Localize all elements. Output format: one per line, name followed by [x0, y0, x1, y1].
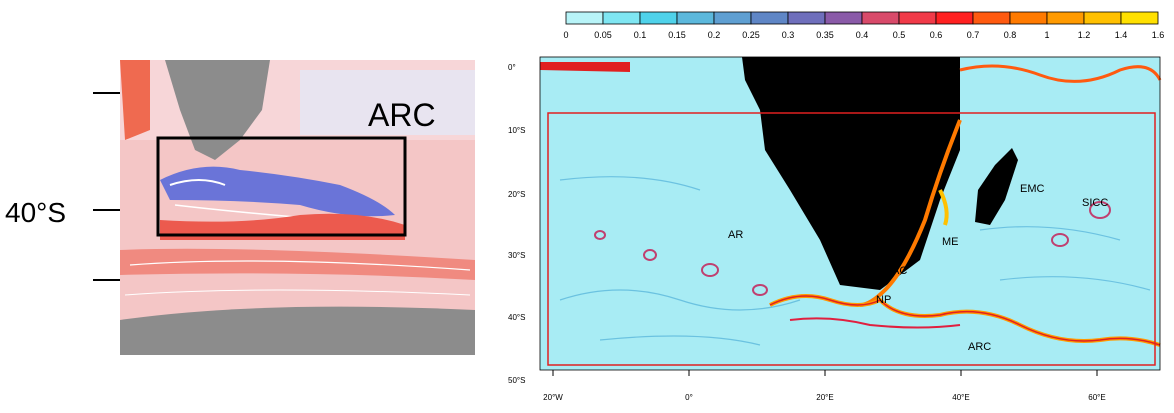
map-annotation: EMC [1020, 183, 1045, 195]
map-annotation: ME [942, 236, 959, 248]
colorbar-segment [1047, 12, 1084, 24]
colorbar-segment [677, 12, 714, 24]
map-annotation: AC [892, 265, 907, 277]
colorbar-label: 0.7 [967, 30, 980, 40]
map-annotation: ARC [968, 341, 991, 353]
region-label: ARC [368, 97, 436, 133]
colorbar-label: 0.6 [930, 30, 943, 40]
colorbar-segment [973, 12, 1010, 24]
map-annotation: NP [876, 294, 891, 306]
colorbar-label: 1.4 [1115, 30, 1128, 40]
lon-label: 60°E [1088, 393, 1105, 402]
lat-label: 40°S [5, 197, 66, 228]
colorbar-label: 0.4 [856, 30, 869, 40]
left-map: ARC 40°S [5, 60, 475, 355]
colorbar-segment [1010, 12, 1047, 24]
lon-label: 20°E [816, 393, 833, 402]
right-map: B D N ME EMC SICC AR AC NP ARC 0° 10°S 20°S 30°S 40°S… [508, 12, 1164, 402]
map-annotation: SICC [1082, 197, 1108, 209]
colorbar-segment [825, 12, 862, 24]
colorbar-segment [1121, 12, 1158, 24]
lat-label: 50°S [508, 376, 525, 385]
map-annotation: D [887, 213, 895, 225]
colorbar-label: 0.25 [742, 30, 760, 40]
lon-label: 20°W [543, 393, 563, 402]
colorbar-label: 0.05 [594, 30, 612, 40]
colorbar-segment [640, 12, 677, 24]
colorbar-segment [899, 12, 936, 24]
map-annotation: B [902, 183, 909, 195]
colorbar-segment [603, 12, 640, 24]
lat-label: 10°S [508, 126, 525, 135]
colorbar-label: 1.6 [1152, 30, 1165, 40]
colorbar-label: 0.2 [708, 30, 721, 40]
colorbar-segment [862, 12, 899, 24]
lat-label: 30°S [508, 251, 525, 260]
lat-label: 40°S [508, 313, 525, 322]
colorbar-segment [936, 12, 973, 24]
lon-label: 40°E [952, 393, 969, 402]
colorbar-segment [714, 12, 751, 24]
colorbar-label: 1.2 [1078, 30, 1091, 40]
colorbar-label: 0.15 [668, 30, 686, 40]
colorbar-label: 0.5 [893, 30, 906, 40]
colorbar-segment [751, 12, 788, 24]
colorbar-segment [566, 12, 603, 24]
colorbar-segment [788, 12, 825, 24]
map-annotation: N [873, 241, 881, 253]
colorbar-label: 1 [1044, 30, 1049, 40]
colorbar-label: 0.35 [816, 30, 834, 40]
figure: ARC 40°S B D N ME EMC SICC AR AC NP ARC 0° 10°S 20°… [0, 0, 1174, 408]
lat-label: 20°S [508, 190, 525, 199]
colorbar-label: 0 [563, 30, 568, 40]
lat-label: 0° [508, 63, 516, 72]
colorbar-label: 0.8 [1004, 30, 1017, 40]
colorbar-label: 0.1 [634, 30, 647, 40]
colorbar-label: 0.3 [782, 30, 795, 40]
lon-label: 0° [685, 393, 693, 402]
map-annotation: AR [728, 229, 743, 241]
colorbar-segment [1084, 12, 1121, 24]
